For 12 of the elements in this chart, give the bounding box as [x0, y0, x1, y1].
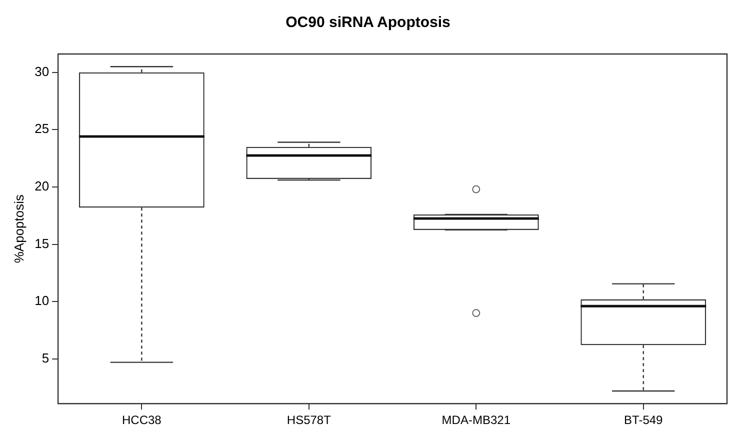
- y-tick-label: 25: [34, 121, 50, 136]
- y-axis-title: %Apoptosis: [11, 194, 26, 264]
- y-tick-label: 10: [34, 293, 50, 308]
- y-tick-label: 20: [34, 178, 50, 194]
- x-tick-label: MDA-MB321: [442, 413, 511, 428]
- x-tick-label: BT-549: [624, 413, 664, 428]
- x-tick-label: HS578T: [286, 413, 332, 428]
- x-tick-label: HCC38: [122, 413, 162, 428]
- y-tick-label: 30: [34, 64, 50, 79]
- y-tick-label: 5: [42, 350, 50, 366]
- y-tick-label: 15: [34, 236, 50, 251]
- chart-title: OC90 siRNA Apoptosis: [286, 14, 450, 32]
